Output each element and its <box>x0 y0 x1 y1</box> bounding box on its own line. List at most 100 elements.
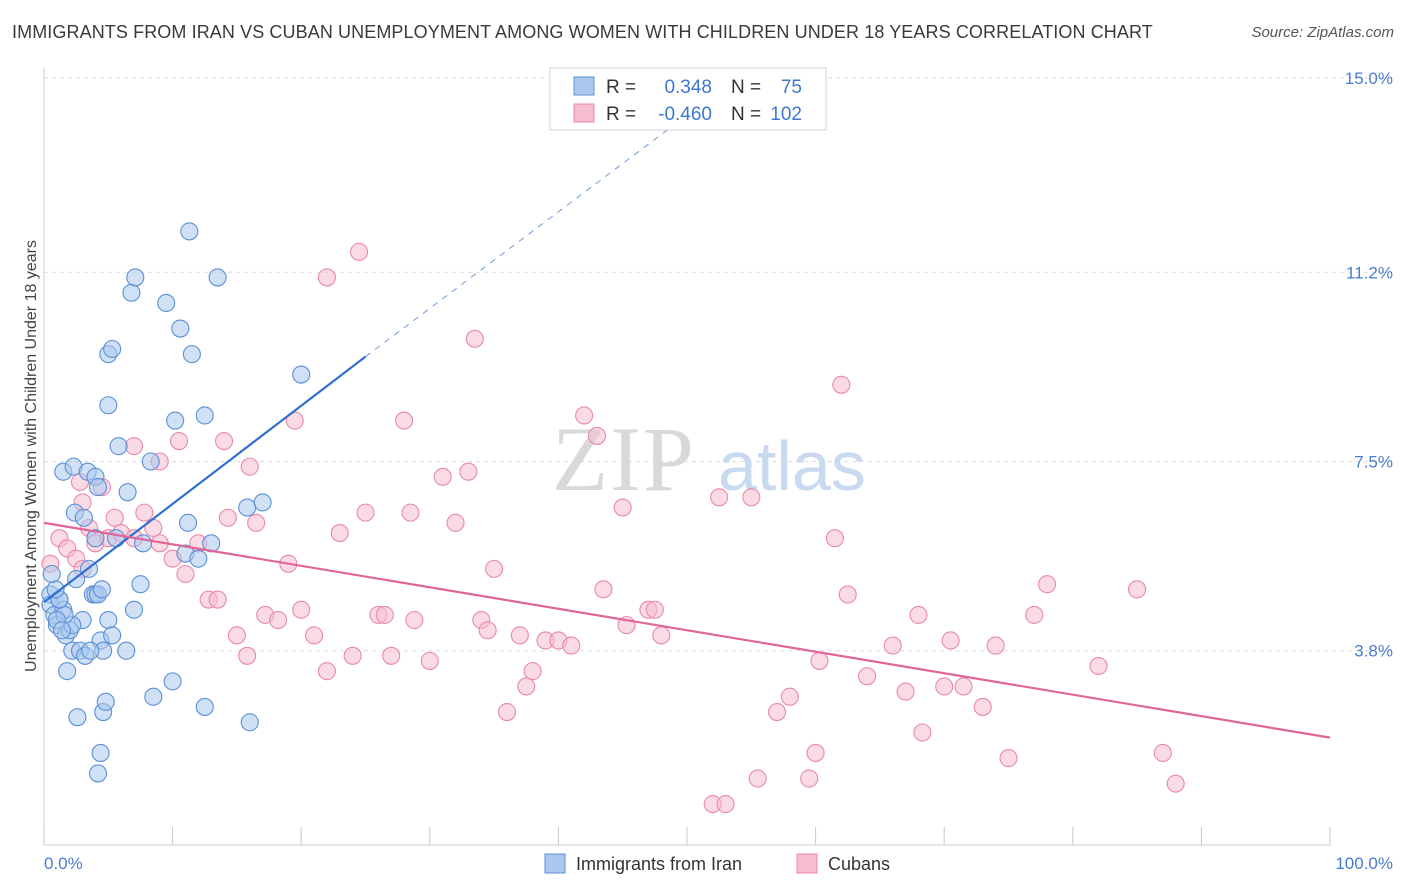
x-tick-min: 0.0% <box>44 854 83 873</box>
cuban-point <box>767 703 787 722</box>
iran-point <box>171 319 190 338</box>
iran-point <box>74 508 93 527</box>
cuban-point <box>562 636 581 655</box>
iran-point <box>131 575 150 594</box>
x-tick-labels: 0.0% 100.0% <box>44 854 1393 873</box>
cuban-point <box>135 503 154 522</box>
legend-cuban-n-value: 102 <box>770 104 802 125</box>
cuban-point <box>478 621 497 640</box>
cuban-point <box>285 411 304 430</box>
iran-point <box>99 610 118 630</box>
cuban-point <box>176 564 195 584</box>
cuban-point <box>218 508 237 527</box>
cuban-point <box>748 769 767 788</box>
trendlines <box>43 95 1331 739</box>
iran-point <box>96 692 115 711</box>
cuban-point <box>238 646 257 665</box>
cuban-point <box>292 600 311 619</box>
iran-point <box>106 529 126 548</box>
iran-point <box>81 641 100 660</box>
iran-trend-line <box>43 355 367 603</box>
cuban-trend-line <box>43 521 1331 739</box>
cuban-point <box>356 503 375 522</box>
cuban-point <box>909 605 928 624</box>
cuban-point <box>800 769 819 788</box>
iran-point <box>292 365 311 384</box>
cuban-point <box>517 677 536 696</box>
cuban-point <box>401 503 420 522</box>
cuban-point <box>1089 656 1108 676</box>
cuban-point <box>594 580 613 599</box>
bottom-legend-cuban-swatch <box>796 853 818 874</box>
iran-point <box>103 339 122 359</box>
cuban-point <box>1025 605 1044 624</box>
cuban-point <box>613 498 632 517</box>
y-axis-label: Unemployment Among Women with Children U… <box>23 240 40 672</box>
cuban-point <box>395 411 414 430</box>
bottom-legend-iran-label: Immigrants from Iran <box>576 854 742 874</box>
iran-point <box>118 483 137 502</box>
cuban-point <box>780 687 799 706</box>
y-tick-label: 3.8% <box>1354 642 1393 661</box>
cuban-point <box>575 406 594 425</box>
cuban-point <box>1153 743 1172 763</box>
cuban-point <box>806 743 825 763</box>
cuban-point <box>883 636 902 655</box>
iran-point <box>253 493 272 512</box>
iran-point <box>122 283 141 302</box>
y-tick-label: 7.5% <box>1354 453 1393 472</box>
iran-point <box>195 406 214 425</box>
iran-point <box>144 687 163 706</box>
cuban-point <box>645 600 664 619</box>
cuban-point <box>913 723 932 742</box>
iran-point <box>126 268 145 287</box>
gridlines <box>44 77 1392 652</box>
cuban-point <box>459 462 478 481</box>
iran-point <box>208 268 227 287</box>
legend-cuban-r-label: R = <box>606 104 636 125</box>
iran-point <box>68 708 87 727</box>
cuban-point <box>330 524 349 543</box>
chart-title: IMMIGRANTS FROM IRAN VS CUBAN UNEMPLOYME… <box>12 22 1153 42</box>
legend-iran-n-label: N = <box>731 77 761 98</box>
iran-point <box>141 452 160 471</box>
cuban-point <box>343 646 362 665</box>
iran-point <box>238 498 257 517</box>
cuban-point <box>497 703 517 722</box>
cuban-point <box>247 513 266 532</box>
iran-point <box>58 662 77 681</box>
watermark: ZIP atlas <box>552 408 866 510</box>
cuban-point <box>523 662 542 681</box>
iran-point <box>99 396 118 415</box>
axes <box>43 68 1331 846</box>
cuban-point <box>1128 580 1147 599</box>
y-tick-labels: 3.8% 7.5% 11.2% 15.0% <box>1345 69 1393 661</box>
cuban-points <box>41 242 1185 814</box>
iran-point <box>42 564 61 584</box>
cuban-point <box>305 626 324 645</box>
cuban-point <box>999 749 1018 768</box>
iran-point <box>103 626 122 645</box>
bottom-legend-cuban-label: Cubans <box>828 854 890 874</box>
cuban-point <box>832 375 851 394</box>
cuban-point <box>857 667 877 686</box>
legend-cuban-swatch <box>573 103 595 123</box>
cuban-point <box>105 508 124 527</box>
cuban-point <box>710 488 729 507</box>
iran-point <box>88 478 108 497</box>
cuban-point <box>169 431 189 451</box>
legend-iran-r-label: R = <box>606 77 636 98</box>
cuban-point <box>350 242 369 261</box>
cuban-point <box>465 329 484 348</box>
cuban-point <box>941 631 960 650</box>
cuban-point <box>954 677 973 696</box>
iran-point <box>240 713 259 732</box>
legend-box <box>549 67 827 131</box>
y-tick-label: 11.2% <box>1346 263 1393 282</box>
cuban-point <box>208 590 227 609</box>
iran-point <box>189 549 208 568</box>
iran-point <box>91 743 110 763</box>
cuban-point <box>973 697 992 716</box>
cuban-point <box>420 651 439 670</box>
